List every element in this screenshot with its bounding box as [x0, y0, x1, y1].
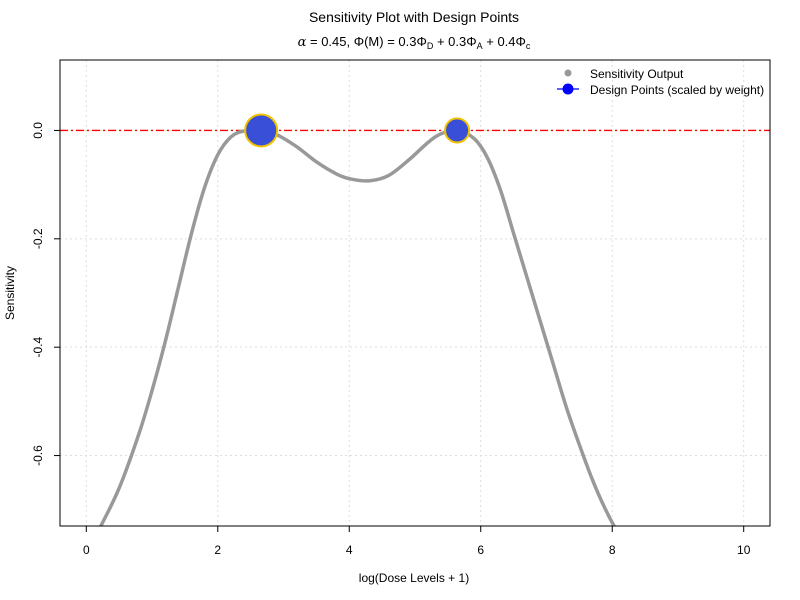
x-axis: 0 2 4 6 8 10: [83, 525, 751, 557]
chart-title: Sensitivity Plot with Design Points: [309, 9, 519, 25]
subtitle-phi-c: Φ: [516, 34, 526, 49]
y-tick-label: -0.4: [31, 337, 45, 358]
design-point: [444, 117, 471, 144]
subtitle-phi-a: Φ: [466, 34, 476, 49]
chart-subtitle: α = 0.45, Φ(M) = 0.3ΦD + 0.3ΦA + 0.4Φc: [298, 34, 531, 51]
subtitle-phi-d: Φ: [416, 34, 426, 49]
subtitle-plus-2: + 0.4: [483, 34, 516, 49]
subtitle-d-subscript: D: [427, 41, 434, 51]
subtitle-plus-1: + 0.3: [433, 34, 466, 49]
y-axis: 0.0 -0.2 -0.4 -0.6: [31, 122, 61, 466]
y-axis-label: Sensitivity: [3, 266, 17, 320]
y-tick-label: -0.6: [31, 445, 45, 466]
legend-label-sensitivity: Sensitivity Output: [590, 67, 684, 81]
series-group: [98, 128, 617, 526]
design-point: [244, 113, 279, 148]
x-tick-label: 4: [346, 543, 353, 557]
y-tick-label: 0.0: [31, 122, 45, 139]
design-points-group: [244, 113, 471, 148]
x-tick-label: 10: [737, 543, 751, 557]
x-axis-label: log(Dose Levels + 1): [359, 571, 469, 585]
x-tick-label: 6: [477, 543, 484, 557]
legend-marker-sensitivity: [564, 69, 572, 77]
x-tick-label: 0: [83, 543, 90, 557]
x-tick-label: 8: [609, 543, 616, 557]
x-tick-label: 2: [214, 543, 221, 557]
subtitle-c-subscript: c: [526, 41, 531, 51]
subtitle-a-subscript: A: [477, 41, 483, 51]
subtitle-alpha-value: = 0.45,: [306, 34, 353, 49]
subtitle-phi-symbol: Φ: [354, 34, 364, 49]
legend-marker-design-points: [562, 83, 574, 95]
legend-label-design-points: Design Points (scaled by weight): [590, 83, 764, 97]
sensitivity-curve: [98, 128, 617, 526]
subtitle-phi-argument: (M) = 0.3: [364, 34, 416, 49]
y-tick-label: -0.2: [31, 228, 45, 249]
legend: Sensitivity Output Design Points (scaled…: [557, 67, 764, 97]
subtitle-alpha-symbol: α: [298, 35, 307, 50]
